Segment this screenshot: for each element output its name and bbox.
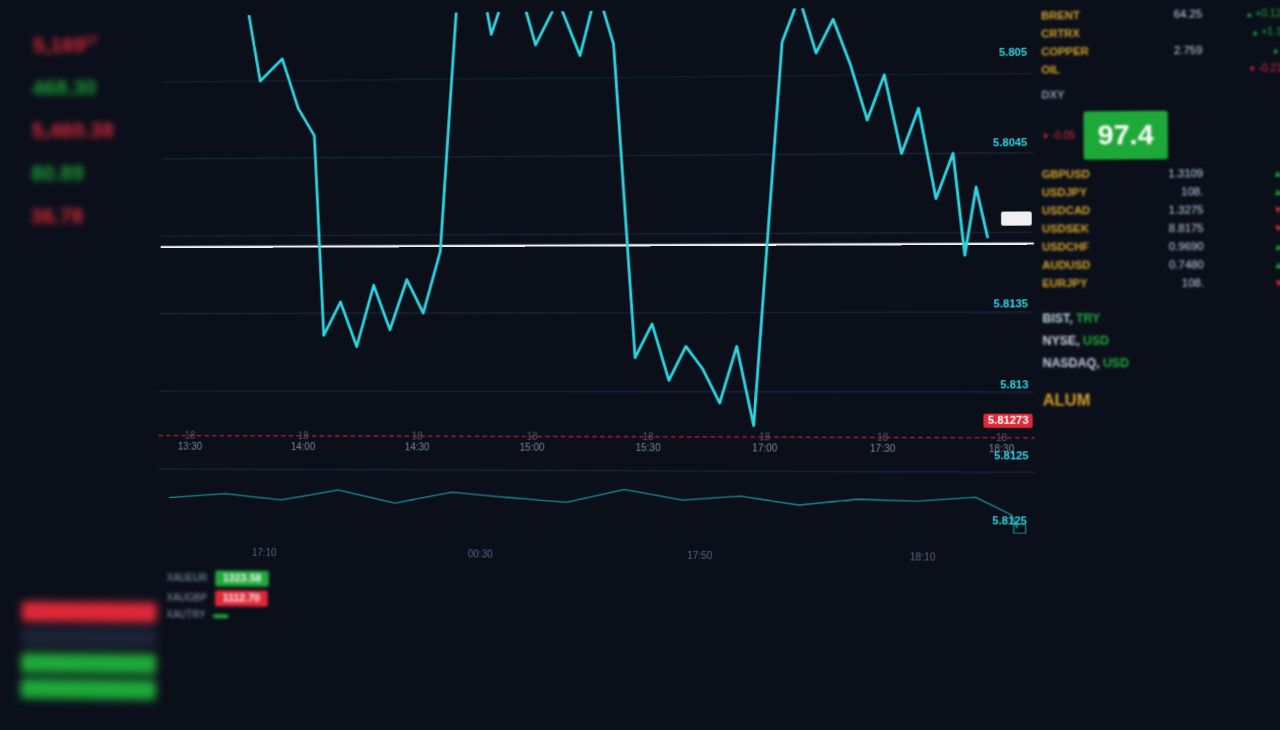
left-ticker[interactable]: 5,16927 bbox=[27, 28, 155, 62]
price-label bbox=[1001, 211, 1032, 225]
dxy-header: DXY bbox=[1041, 87, 1280, 101]
bottom-left-blur bbox=[21, 596, 157, 706]
fx-row[interactable]: GBPUSD1.3109▲ bbox=[1042, 164, 1280, 184]
metal-row[interactable]: XAUEUR1323.58 bbox=[167, 570, 270, 587]
price-label: 5.813 bbox=[996, 378, 1032, 392]
exchange-row[interactable]: NYSE, USD bbox=[1042, 329, 1280, 352]
metal-row[interactable]: XAUGBP1112.70 bbox=[166, 590, 269, 607]
right-watchlist-panel: BRENT64.25+0.12CRTRX+1.1COPPER2.759OIL-0… bbox=[1033, 0, 1280, 730]
exchange-row[interactable]: NASDAQ, USD bbox=[1043, 352, 1280, 374]
price-label: 5.805 bbox=[995, 46, 1031, 60]
bottom-metals-strip: XAUEUR1323.58 XAUGBP1112.70 XAUTRY bbox=[157, 570, 1036, 629]
sub-time-tick: 17:10 bbox=[252, 548, 276, 559]
price-label: 5.8125 bbox=[990, 449, 1033, 463]
fx-row[interactable]: USDSEK8.8175▼ bbox=[1042, 219, 1280, 238]
sub-chart[interactable]: 5.8125 bbox=[157, 472, 1035, 547]
price-label: 5.81273 bbox=[984, 414, 1033, 428]
commodity-row[interactable]: COPPER2.759 bbox=[1041, 41, 1280, 62]
sub-time-tick: 17:50 bbox=[687, 551, 712, 562]
main-chart[interactable]: 5.8055.80455.81355.8135.812735.8125 bbox=[159, 6, 1035, 429]
fx-row[interactable]: EURJPY108.▼ bbox=[1042, 274, 1280, 293]
fx-row[interactable]: USDCHF0.9690▲ bbox=[1042, 238, 1280, 257]
sub-price-label: 5.8125 bbox=[988, 514, 1031, 528]
fx-row[interactable]: USDCAD1.3275▼ bbox=[1042, 201, 1280, 220]
sub-time-tick: 18:10 bbox=[910, 552, 936, 563]
left-ticker[interactable]: 36.78 bbox=[25, 199, 154, 233]
price-label: 5.8045 bbox=[989, 136, 1032, 150]
center-chart-panel: 5.8055.80455.81355.8135.812735.8125 18 1… bbox=[156, 0, 1036, 727]
left-ticker[interactable]: 5,460.38 bbox=[26, 114, 154, 148]
fx-row[interactable]: USDJPY108.▲ bbox=[1042, 183, 1280, 203]
commodity-row[interactable]: OIL-0.21 bbox=[1041, 59, 1280, 80]
exchange-row[interactable]: BIST, TRY bbox=[1042, 307, 1280, 330]
fx-row[interactable]: AUDUSD0.7480▲ bbox=[1042, 256, 1280, 275]
left-ticker[interactable]: 80.89 bbox=[25, 156, 154, 190]
dxy-change: -0.05 bbox=[1042, 130, 1076, 141]
price-label: 5.8135 bbox=[989, 297, 1032, 311]
metal-row[interactable]: XAUTRY bbox=[166, 610, 269, 622]
bottom-badge: ALUM bbox=[1043, 392, 1091, 409]
sub-time-tick: 00:30 bbox=[468, 549, 493, 560]
left-ticker[interactable]: 468.30 bbox=[26, 71, 154, 105]
dxy-value[interactable]: 97.4 bbox=[1083, 111, 1168, 160]
